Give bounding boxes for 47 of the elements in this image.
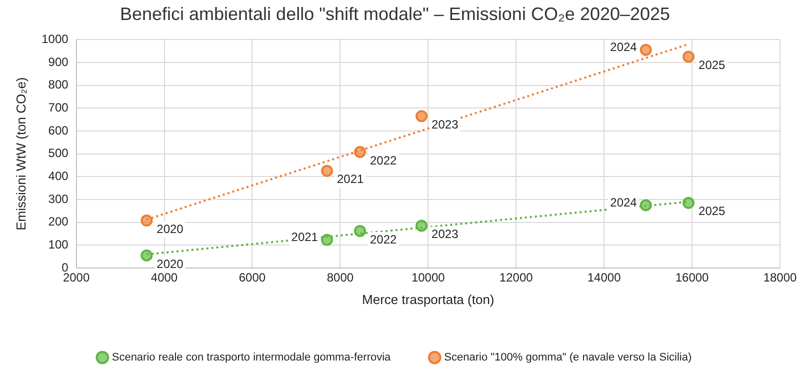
point xyxy=(416,110,428,122)
annotation: 2023 xyxy=(432,117,459,132)
annotation: 2020 xyxy=(156,256,184,271)
x-tick-label: 14000 xyxy=(587,270,622,285)
x-tick-label: 4000 xyxy=(150,270,178,285)
legend-label: Scenario reale con trasporto intermodale gomma-ferrovia xyxy=(112,352,392,364)
y-tick-label: 500 xyxy=(48,146,69,160)
point xyxy=(354,225,366,237)
annotation: 2021 xyxy=(336,172,364,186)
annotation: 2024 xyxy=(610,40,638,54)
annotation: 2025 xyxy=(698,204,726,218)
legend-label: Scenario "100% gomma" (e navale verso la Sicilia) xyxy=(444,352,692,364)
y-tick-label: 600 xyxy=(48,123,69,138)
y-tick-label: 900 xyxy=(48,54,69,69)
annotation: 2022 xyxy=(370,232,397,246)
point xyxy=(140,214,153,226)
annotation: 2022 xyxy=(370,153,397,168)
y-tick-label: 100 xyxy=(48,237,69,252)
point xyxy=(682,196,695,209)
x-tick-label: 12000 xyxy=(499,270,534,285)
y-tick-label: 200 xyxy=(48,214,69,229)
y-axis-title: Emissioni WtW (ton CO₂e) xyxy=(13,77,28,230)
point xyxy=(140,249,153,262)
chart-title: Benefici ambientali dello "shift modale" – Emissioni CO₂e 2020–2025 xyxy=(120,4,670,24)
annotation: 2023 xyxy=(432,227,459,242)
x-tick-label: 16000 xyxy=(675,270,710,285)
point xyxy=(320,164,333,177)
point xyxy=(640,44,652,56)
x-tick-label: 10000 xyxy=(411,270,446,285)
point xyxy=(640,199,652,212)
x-axis-title: Merce trasportata (ton) xyxy=(362,292,494,307)
point xyxy=(320,234,333,246)
annotation: 2021 xyxy=(291,230,318,244)
y-tick-label: 300 xyxy=(48,192,69,206)
x-tick-label: 18000 xyxy=(763,270,798,285)
y-tick-label: 400 xyxy=(48,168,69,183)
point xyxy=(682,50,695,63)
annotation: 2024 xyxy=(610,196,638,210)
point xyxy=(354,146,366,158)
annotation: 2025 xyxy=(698,58,726,72)
y-tick-label: 1000 xyxy=(42,32,69,46)
y-tick-label: 800 xyxy=(48,78,69,92)
y-tick-label: 700 xyxy=(48,100,69,114)
x-tick-label: 8000 xyxy=(326,270,354,285)
annotation: 2020 xyxy=(156,222,184,236)
x-tick-label: 6000 xyxy=(238,270,266,285)
point xyxy=(416,220,428,232)
